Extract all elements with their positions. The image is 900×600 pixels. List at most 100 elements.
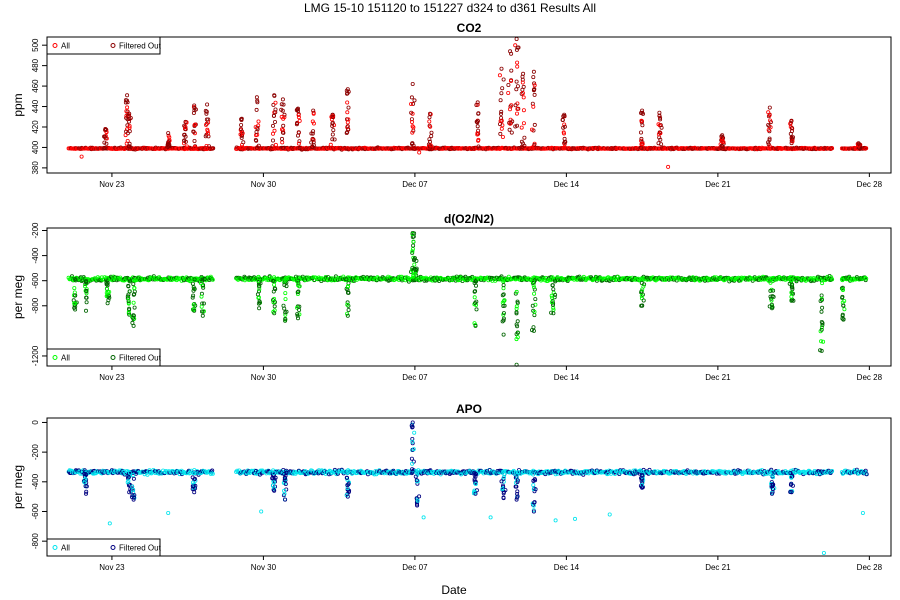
spike-point [127, 124, 132, 129]
spike-point [410, 141, 415, 146]
spike-point [297, 139, 302, 144]
spike-point [411, 125, 416, 130]
spike-point [500, 86, 505, 91]
spike-point [790, 128, 795, 133]
spike-point [166, 140, 171, 145]
x-tick-label: Dec 28 [857, 373, 883, 382]
x-tick-label: Nov 23 [99, 373, 125, 382]
spike-point [409, 110, 414, 115]
spike-point [239, 123, 244, 128]
spike-point [124, 109, 129, 114]
spike-point [476, 111, 481, 116]
spike-point [271, 113, 276, 118]
spike-point [508, 121, 513, 126]
spike-point [182, 138, 187, 143]
spike-point [519, 125, 524, 130]
spike-point [562, 112, 567, 117]
spike-point [522, 135, 527, 140]
spike-point [509, 130, 514, 135]
spike-point [123, 98, 128, 103]
spike-point [128, 116, 133, 121]
point-all [864, 146, 869, 151]
spike-point [658, 117, 663, 122]
spike-point [410, 82, 415, 87]
spike-point [427, 119, 432, 124]
legend: All Filtered Out [46, 348, 162, 367]
legend: All Filtered Out [46, 36, 162, 55]
y-tick-label: -800 [31, 297, 40, 314]
spike-point [640, 140, 645, 145]
spike-point [513, 43, 518, 48]
figure-title: LMG 15-10 151120 to 151227 d324 to d361 … [304, 1, 596, 15]
spike-point [508, 121, 513, 126]
spike-point [427, 137, 432, 142]
y-tick-label: -200 [31, 222, 40, 239]
spike-point [506, 91, 511, 96]
spike-point [476, 128, 481, 133]
spike-point [272, 93, 277, 98]
spike-point [639, 142, 644, 147]
spike-point [767, 136, 772, 141]
spike-point [521, 71, 526, 76]
spike-point [205, 102, 210, 107]
spike-point [126, 114, 131, 119]
x-tick-label: Nov 30 [251, 180, 277, 189]
spike-point [279, 114, 284, 119]
legend-box [46, 36, 161, 55]
y-tick-label: 420 [31, 120, 40, 134]
spike-point [515, 111, 520, 116]
spike-point [240, 145, 245, 150]
legend-label: Filtered Out [119, 42, 162, 51]
spike-point [411, 101, 416, 106]
spike-point [192, 144, 197, 149]
x-tick-label: Dec 21 [705, 373, 731, 382]
spike-point [345, 110, 350, 115]
spike-point [429, 130, 434, 135]
x-tick-label: Dec 07 [402, 180, 428, 189]
spike-point [499, 66, 504, 71]
spike-point [270, 131, 275, 136]
spike-point [640, 110, 645, 115]
spike-point [104, 141, 109, 146]
data-points [66, 37, 869, 169]
spike-point [311, 121, 316, 126]
spike-point [499, 126, 504, 131]
spike-point [124, 113, 129, 118]
spike-point [514, 87, 519, 92]
spike-point [104, 127, 109, 132]
spike-point [409, 120, 414, 125]
spike-point [204, 109, 209, 114]
legend-marker [52, 43, 58, 48]
spike-point [184, 144, 189, 149]
point-all [830, 146, 835, 151]
spike-point [639, 130, 644, 135]
spike-point [409, 95, 414, 100]
spike-point [102, 134, 107, 139]
spike-point [183, 134, 188, 139]
spike-point [475, 100, 480, 105]
panel-title: APO [456, 402, 482, 416]
spike-point [514, 79, 519, 84]
spike-point [656, 122, 661, 127]
spike-point [530, 145, 535, 150]
x-tick-label: Dec 14 [554, 373, 580, 382]
spike-point [296, 130, 301, 135]
spike-point [767, 105, 772, 110]
spike-point [639, 145, 644, 150]
spike-point [239, 135, 244, 140]
spike-point [279, 136, 284, 141]
spike-point [508, 49, 513, 54]
spike-point [279, 102, 284, 107]
spike-point [183, 125, 188, 130]
spike-point [124, 129, 129, 134]
spike-point [271, 102, 276, 107]
spike-point [192, 122, 197, 127]
outlier-point [417, 150, 422, 155]
panel-title: d(O2/N2) [444, 212, 494, 226]
spike-point [127, 125, 132, 130]
point-filtered [450, 275, 455, 280]
legend-label: All [61, 42, 70, 51]
spike-point [428, 124, 433, 129]
spike-point [766, 123, 771, 128]
spike-point [521, 121, 526, 126]
